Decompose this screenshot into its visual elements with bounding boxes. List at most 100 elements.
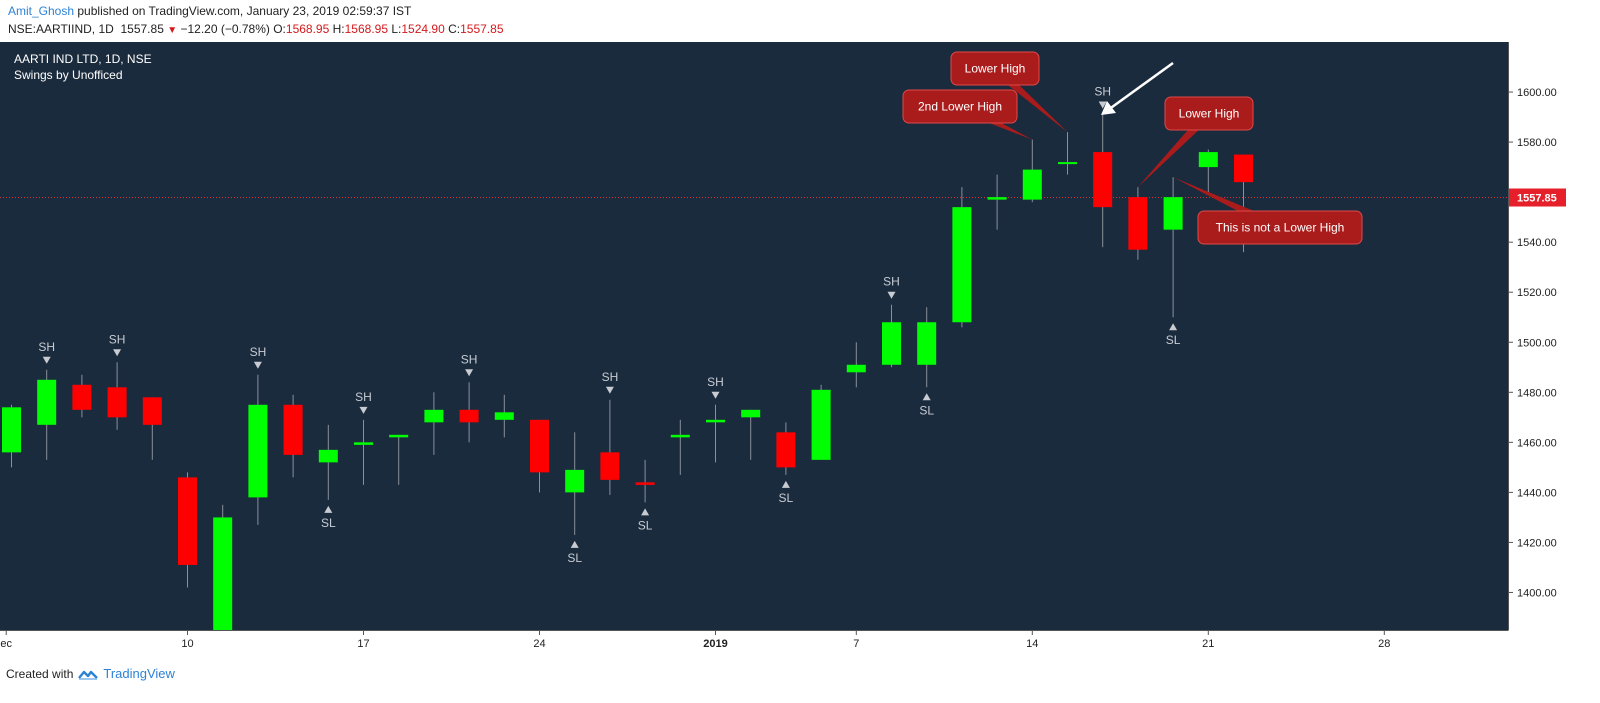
price-tick-label: 1460.00 xyxy=(1517,437,1557,449)
swing-high-marker xyxy=(1098,101,1107,109)
swing-high-marker xyxy=(359,406,368,414)
candle-up xyxy=(37,379,57,425)
candle-down xyxy=(1234,154,1253,183)
price-tick-label: 1500.00 xyxy=(1517,337,1557,349)
price-change: −12.20 (−0.78%) xyxy=(180,22,270,36)
swing-high-marker xyxy=(42,356,51,364)
author-link[interactable]: Amit_Ghosh xyxy=(8,4,75,18)
swing-high-label: SH xyxy=(883,275,900,289)
candle-up xyxy=(987,197,1007,200)
candle-up xyxy=(917,322,937,365)
annotation-callout: 2nd Lower High xyxy=(902,89,1033,140)
close-value: 1557.85 xyxy=(460,22,504,36)
candle-up xyxy=(2,407,21,453)
swing-low-marker xyxy=(641,508,650,516)
candle-down xyxy=(530,419,549,473)
swing-low-label: SL xyxy=(1166,333,1181,347)
swing-high-marker xyxy=(711,391,720,399)
candle-up xyxy=(389,434,409,438)
indicator-name: Swings by Unofficed xyxy=(14,68,123,82)
candle-up xyxy=(354,442,373,445)
time-tick-label: 10 xyxy=(181,638,193,650)
swing-low-label: SL xyxy=(321,516,336,530)
pointer-arrow-head xyxy=(1101,101,1116,115)
callout-text: 2nd Lower High xyxy=(918,100,1002,114)
chart-header: Amit_Ghosh published on TradingView.com,… xyxy=(8,3,1588,38)
callout-text: This is not a Lower High xyxy=(1216,221,1345,235)
swing-high-label: SH xyxy=(707,375,724,389)
callout-text: Lower High xyxy=(965,62,1026,76)
candle-down xyxy=(72,384,92,410)
candle-down xyxy=(635,482,655,485)
candle-up xyxy=(1198,152,1218,168)
pointer-arrow-shaft xyxy=(1107,61,1174,112)
candle-down xyxy=(776,432,796,468)
swing-low-label: SL xyxy=(567,551,582,565)
created-with-label: Created with xyxy=(6,667,74,681)
callout-box xyxy=(1164,96,1254,131)
swing-high-label: SH xyxy=(38,340,55,354)
plot-background xyxy=(0,42,1508,630)
low-label: L: xyxy=(391,22,402,36)
plot-layer: AARTI IND LTD, 1D, NSE Swings by Unoffice… xyxy=(0,51,1508,630)
callout-box xyxy=(1197,210,1363,245)
published-info: published on TradingView.com, January 23… xyxy=(77,4,412,18)
candle-down xyxy=(1128,197,1148,250)
swing-high-marker xyxy=(465,369,474,377)
candle-up xyxy=(741,409,761,418)
candle-down xyxy=(178,477,197,565)
callout-box xyxy=(950,51,1040,86)
candle-down xyxy=(600,452,620,480)
swing-high-label: SH xyxy=(109,332,126,346)
swing-high-marker xyxy=(113,349,122,357)
tradingview-logo-icon xyxy=(78,670,99,680)
candle-up xyxy=(952,207,972,323)
candle-down xyxy=(283,404,303,455)
high-label: H: xyxy=(332,22,345,36)
time-tick-label: 7 xyxy=(853,638,859,650)
swing-low-label: SL xyxy=(779,491,794,505)
callout-text: Lower High xyxy=(1179,107,1240,121)
time-tick-label: 21 xyxy=(1202,638,1214,650)
price-tick-label: 1400.00 xyxy=(1517,587,1557,599)
time-tick-label: ec xyxy=(0,638,12,650)
candlestick-chart[interactable]: 1400.00 1420.00 1440.00 1460.00 1480.00 1500.… xyxy=(0,42,1568,662)
candle-up xyxy=(565,469,585,493)
price-scale-background xyxy=(1508,42,1568,662)
swing-high-label: SH xyxy=(1094,85,1111,99)
candle-up xyxy=(1163,197,1183,230)
price-tick-label: 1540.00 xyxy=(1517,237,1557,249)
low-value: 1524.90 xyxy=(401,22,445,36)
time-tick-label: 28 xyxy=(1378,638,1390,650)
high-value: 1568.95 xyxy=(344,22,389,36)
swing-low-marker xyxy=(570,540,579,548)
open-label: O: xyxy=(273,22,286,36)
swing-low-marker xyxy=(781,480,790,488)
last-price: 1557.85 xyxy=(120,22,164,36)
last-price-tag-label: 1557.85 xyxy=(1517,193,1557,205)
annotation-callout: This is not a Lower High xyxy=(1173,177,1363,245)
swing-low-label: SL xyxy=(638,518,653,532)
price-tick-label: 1520.00 xyxy=(1517,287,1557,299)
time-tick-label: 17 xyxy=(357,638,369,650)
candle-down xyxy=(459,409,479,423)
tradingview-brand[interactable]: TradingView xyxy=(103,666,175,681)
chart-area[interactable]: 1400.00 1420.00 1440.00 1460.00 1480.00 1500.… xyxy=(0,42,1568,662)
ohlc-bar: NSE:AARTIIND, 1D 1557.85 ▼ −12.20 (−0.78… xyxy=(8,20,1588,38)
candle-up xyxy=(494,412,514,420)
swing-high-marker xyxy=(253,361,262,369)
down-arrow-icon: ▼ xyxy=(167,25,178,36)
candle-up xyxy=(811,389,831,460)
price-tick-label: 1420.00 xyxy=(1517,537,1557,549)
swing-low-label: SL xyxy=(919,403,934,417)
candle-up xyxy=(318,449,338,463)
candle-up xyxy=(1058,162,1077,165)
time-tick-label: 24 xyxy=(533,638,545,650)
symbol-label: NSE:AARTIIND, 1D xyxy=(8,22,114,36)
close-label: C: xyxy=(448,22,461,36)
swing-high-marker xyxy=(887,291,896,299)
swing-high-marker xyxy=(605,386,614,394)
swing-low-marker xyxy=(324,505,333,513)
open-value: 1568.95 xyxy=(285,22,330,36)
time-scale-background xyxy=(0,630,1508,662)
